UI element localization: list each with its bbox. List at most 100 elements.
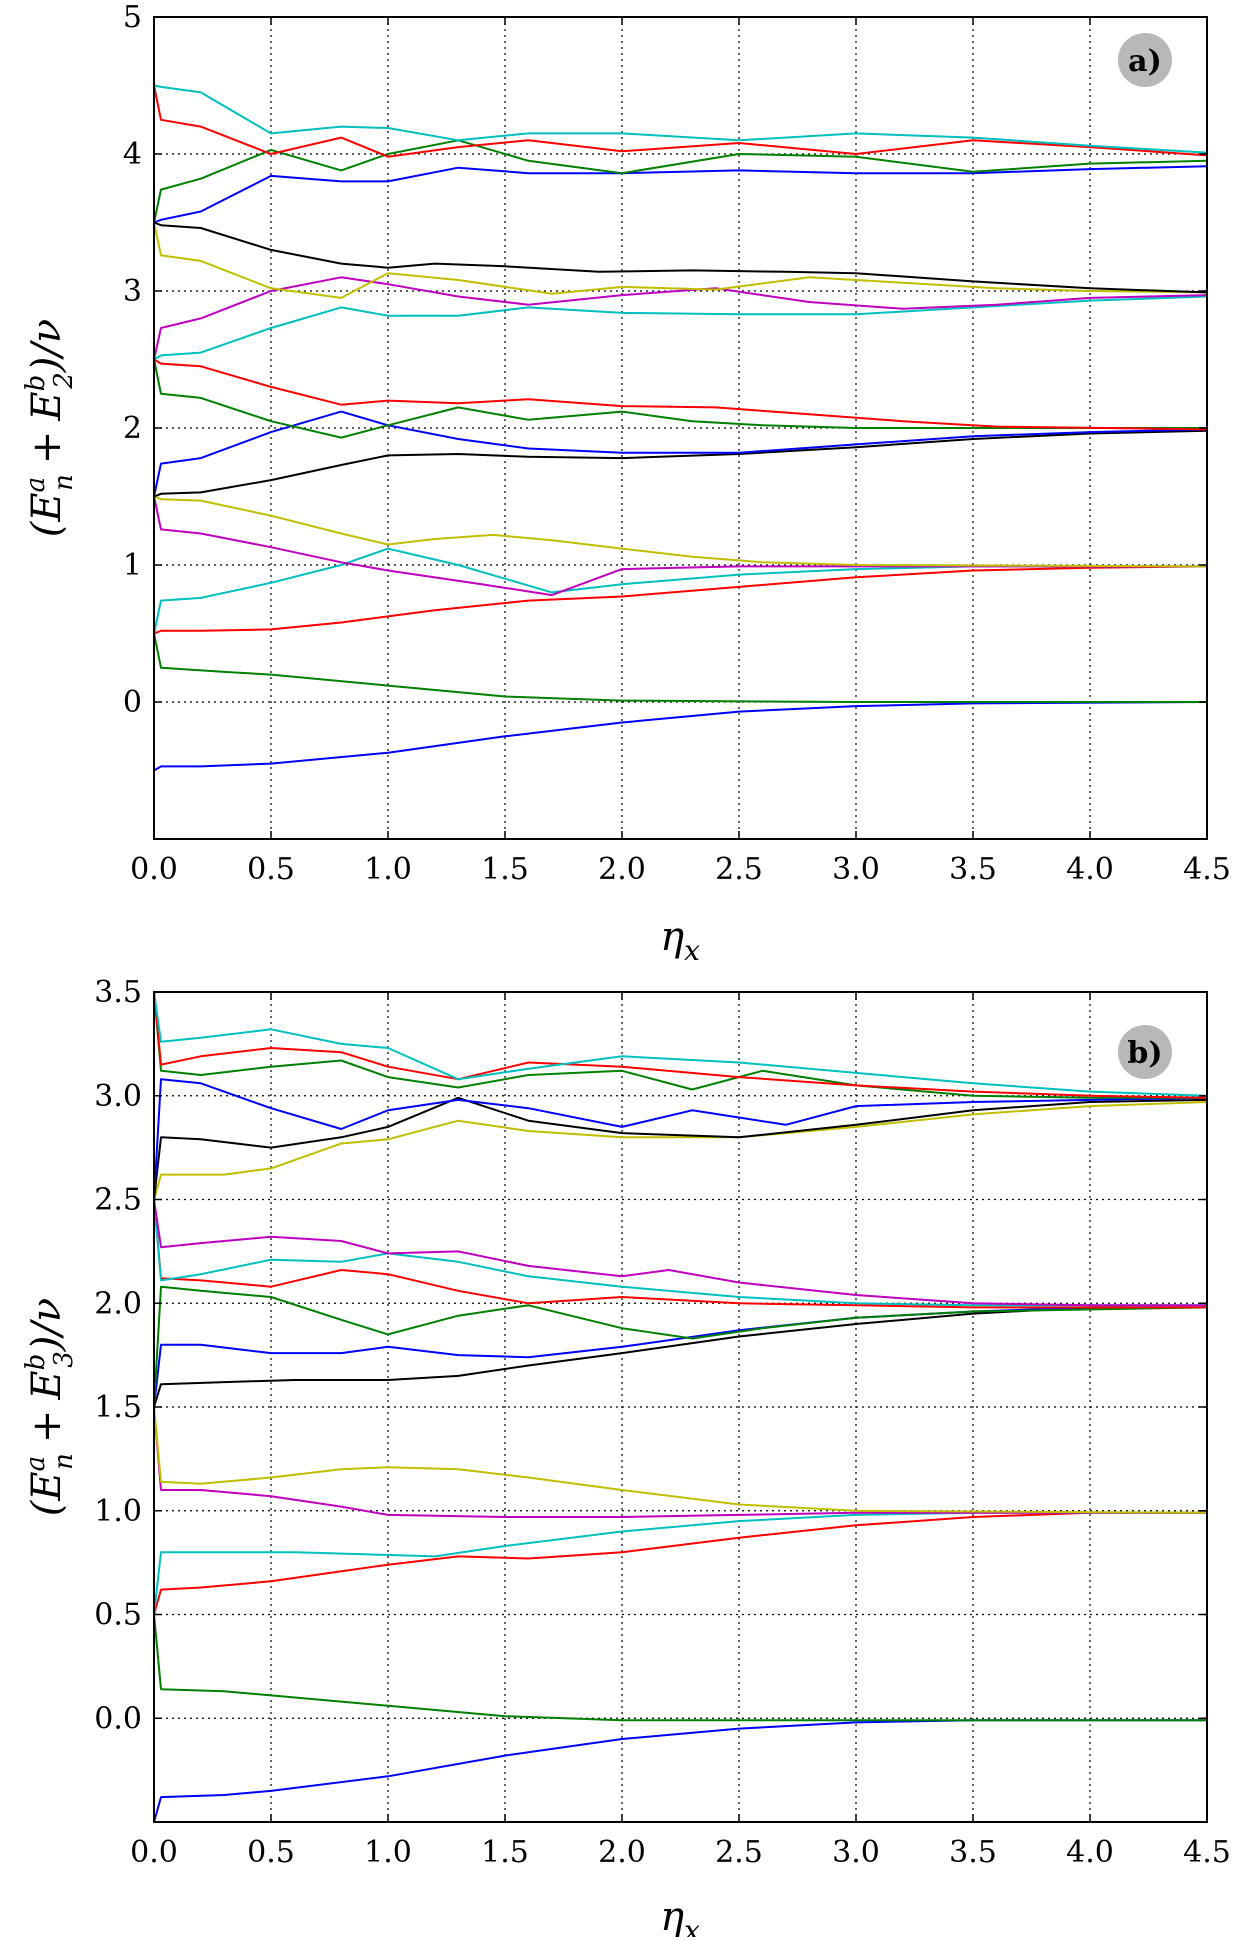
panel-b-y-tick-label: 2.0	[94, 1286, 142, 1321]
panel-b-x-tick-label: 4.0	[1066, 1835, 1114, 1870]
panel-b-series-line-0	[153, 1719, 1207, 1823]
panel-a-x-tick-label: 1.5	[481, 852, 529, 887]
panel-a-ylabel-sub2: 2	[49, 372, 79, 390]
panel-b-x-tick-label: 2.0	[598, 1835, 646, 1870]
panel-a-ylabel-open: (	[24, 520, 70, 537]
panel-a-series-line-6	[153, 429, 1208, 498]
panel-b-series-line-16	[153, 991, 1208, 1099]
panel-b-y-ticks: 0.0 0.5 1.0 1.5 2.0 2.5 3.0 3.5	[94, 975, 1207, 1736]
panel-b-grid	[154, 992, 1207, 1822]
panel-a-label-badge	[1118, 33, 1172, 87]
panel-a-ylabel-e1: E	[24, 492, 70, 522]
panel-a-y-tick-label: 5	[123, 0, 142, 35]
panel-b-ylabel-sub1: n	[49, 1453, 79, 1470]
panel-a-series-line-16	[153, 85, 1208, 158]
panel-b-series-line-6	[153, 1306, 1207, 1408]
panel-b-y-tick-label: 1.5	[94, 1390, 142, 1425]
panel-b-series-line-1	[153, 1614, 1207, 1722]
panel-b-xlabel-sub: x	[684, 1914, 700, 1937]
panel-a-label: a)	[1128, 44, 1162, 79]
panel-b-x-tick-label: 3.0	[832, 1835, 880, 1870]
panel-b-ylabel-sup1: a	[21, 1456, 51, 1472]
panel-a-series-line-2	[153, 565, 1208, 635]
panel-b-series-line-2	[153, 1511, 1207, 1615]
panel-b-y-tick-label: 3.0	[94, 1079, 142, 1114]
panel-a-y-tick-label: 2	[123, 411, 142, 446]
panel-a-y-tick-label: 4	[123, 137, 142, 172]
panel-b-ylabel-sup2: b	[21, 1354, 51, 1371]
panel-b-ylabel-sub2: 3	[49, 1351, 79, 1368]
panel-a-series-line-1	[153, 633, 1207, 703]
panel-b-series-line-11	[153, 1199, 1207, 1307]
panel-b-x-tick-label: 3.5	[949, 1835, 997, 1870]
panel-b-series-line-10	[153, 1199, 1207, 1307]
panel-a-series-line-0	[153, 701, 1208, 772]
panel-b-series-line-8	[153, 1285, 1208, 1408]
panel-a-series-line-15	[153, 139, 1208, 223]
panel-b-x-tick-label: 4.5	[1183, 1835, 1231, 1870]
panel-b-series-line-5	[153, 1406, 1208, 1514]
panel-a-ylabel-sup1: a	[21, 477, 51, 493]
panel-b-x-tick-label: 2.5	[715, 1835, 763, 1870]
panel-a-x-ticks: 0.0 0.5 1.0 1.5 2.0 2.5 3.0 3.5 4.0 4.5	[130, 17, 1231, 887]
panel-a-series-line-11	[153, 276, 1208, 360]
panel-b-y-tick-label: 2.5	[94, 1183, 142, 1218]
panel-a-xlabel-main: η	[660, 914, 684, 960]
panel-a-series-line-17	[153, 84, 1208, 154]
panel-a-series-line-7	[153, 410, 1208, 497]
panel-a-xlabel-sub: x	[684, 934, 700, 967]
panel-a-series-line-13	[153, 221, 1208, 294]
panel-a-ylabel-close: )/ν	[24, 319, 70, 373]
panel-b-x-tick-label: 0.5	[247, 1835, 295, 1870]
panel-b-series-line-17	[153, 991, 1208, 1097]
panel-a-series-line-9	[153, 358, 1208, 431]
panel-b-series-line-9	[153, 1199, 1207, 1309]
panel-b-series-line-15	[153, 991, 1207, 1099]
panel-a-x-tick-label: 3.5	[949, 852, 997, 887]
panel-a-series-line-5	[153, 495, 1208, 568]
panel-a-x-tick-label: 0.5	[247, 852, 295, 887]
panel-b-label: b)	[1127, 1036, 1162, 1071]
panel-a-series-line-3	[153, 547, 1207, 634]
panel-b-ylabel-plus: +	[24, 1410, 70, 1444]
panel-b-series-line-4	[153, 1406, 1207, 1518]
panel-b-ylabel-e1: E	[24, 1471, 70, 1501]
panel-a-y-tick-label: 3	[123, 274, 142, 309]
panel-b-label-badge	[1118, 1025, 1172, 1079]
panel-a-x-tick-label: 4.0	[1066, 852, 1114, 887]
panel-a-y-ticks: 0 1 2 3 4 5	[123, 0, 1207, 720]
panel-a-ylabel-e2: E	[24, 391, 70, 421]
panel-a-series-group	[153, 84, 1208, 772]
panel-b-x-tick-label: 1.0	[364, 1835, 412, 1870]
panel-b: 0.0 0.5 1.0 1.5 2.0 2.5 3.0 3.5 4.0 4.5 0.0 0.5 1.0…	[21, 975, 1231, 1941]
panel-b-series-line-3	[153, 1511, 1207, 1615]
panel-a-ylabel-sup2: b	[21, 375, 51, 392]
panel-b-ylabel-close: )/ν	[24, 1298, 70, 1352]
panel-b-series-line-12	[153, 1101, 1208, 1200]
panel-a-x-tick-label: 0.0	[130, 852, 178, 887]
panel-b-series-group	[153, 991, 1208, 1823]
panel-b-y-tick-label: 3.5	[94, 975, 142, 1010]
panel-a-y-tick-label: 0	[123, 685, 142, 720]
panel-b-x-tick-label: 0.0	[130, 1835, 178, 1870]
panel-a-y-axis-label: (Ean+Eb2)/ν	[21, 319, 79, 537]
panel-a-series-line-8	[153, 359, 1207, 439]
panel-a: 0.0 0.5 1.0 1.5 2.0 2.5 3.0 3.5 4.0 4.5 0 1 2 3 4 5 a)…	[21, 0, 1231, 967]
panel-a-x-tick-label: 3.0	[832, 852, 880, 887]
panel-a-x-tick-label: 4.5	[1183, 852, 1231, 887]
panel-a-y-tick-label: 1	[123, 548, 142, 583]
panel-a-ylabel-sub1: n	[49, 474, 79, 491]
panel-a-series-line-12	[153, 222, 1208, 299]
panel-a-x-tick-label: 1.0	[364, 852, 412, 887]
panel-a-x-tick-label: 2.0	[598, 852, 646, 887]
panel-a-series-line-10	[153, 295, 1208, 361]
panel-b-y-axis-label: (Ean+Eb3)/ν	[21, 1298, 79, 1516]
panel-b-x-tick-label: 1.5	[481, 1835, 529, 1870]
panel-a-series-line-4	[153, 496, 1207, 597]
panel-b-x-axis-label: ηx	[660, 1894, 700, 1937]
panel-b-series-line-13	[153, 1096, 1208, 1200]
panel-a-series-line-14	[153, 165, 1208, 224]
panel-b-x-ticks: 0.0 0.5 1.0 1.5 2.0 2.5 3.0 3.5 4.0 4.5	[130, 992, 1231, 1870]
panel-b-y-tick-label: 0.0	[94, 1701, 142, 1736]
